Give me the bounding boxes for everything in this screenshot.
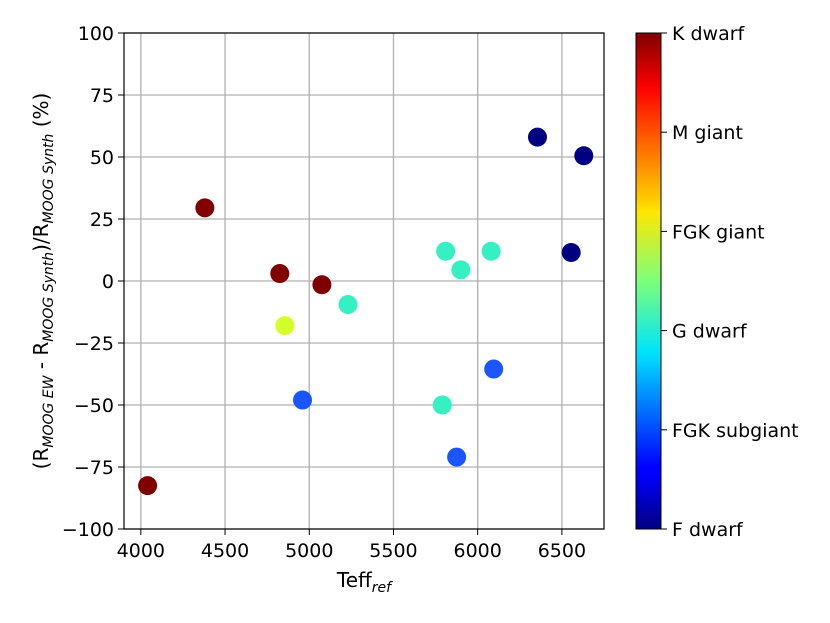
y-axis-label-part: MOOG Synth — [41, 252, 57, 342]
data-point — [561, 242, 581, 262]
y-tick-label: −75 — [74, 457, 114, 479]
y-axis-label-part: MOOG EW — [41, 374, 57, 447]
y-axis-label-part: MOOG Synth — [41, 134, 57, 224]
x-tick-label: 5500 — [369, 540, 417, 562]
data-point — [338, 295, 358, 315]
colorbar — [635, 32, 662, 530]
colorbar-label: M giant — [672, 122, 743, 144]
axis-ticks: 4000 4500 5000 5500 6000 6500 −100 −75 −50 −25 0 25… — [62, 23, 586, 562]
y-tick-label: −100 — [62, 519, 114, 541]
data-point — [574, 146, 594, 166]
y-tick-label: 75 — [90, 85, 114, 107]
data-point — [451, 260, 471, 280]
colorbar-label: FGK giant — [672, 221, 765, 243]
colorbar-label: K dwarf — [672, 23, 746, 45]
y-tick-label: 0 — [102, 271, 114, 293]
y-tick-label: 50 — [90, 147, 114, 169]
y-tick-label: 100 — [78, 23, 114, 45]
data-point — [432, 395, 452, 415]
x-tick-label: 4500 — [201, 540, 249, 562]
y-axis-label-part: (%) — [29, 93, 53, 134]
x-axis-label: Teffref — [336, 568, 393, 596]
data-point — [312, 275, 332, 295]
y-axis-label-part: - R — [29, 342, 53, 376]
grid — [124, 32, 604, 530]
colorbar-label: G dwarf — [672, 321, 748, 343]
colorbar-labels: F dwarf FGK subgiant G dwarf FGK giant M gia… — [661, 23, 799, 541]
y-tick-label: 25 — [90, 209, 114, 231]
data-point — [527, 127, 547, 147]
x-axis-label-main: Teff — [336, 568, 373, 592]
y-axis-label: (RMOOG EW - RMOOG Synth)/RMOOG Synth (%) — [29, 93, 57, 470]
x-tick-label: 4000 — [117, 540, 165, 562]
data-point — [447, 447, 467, 467]
y-axis-label-part: )/R — [29, 223, 53, 252]
data-point — [293, 390, 313, 410]
colorbar-label: FGK subgiant — [672, 420, 799, 442]
y-tick-label: −25 — [74, 333, 114, 355]
x-tick-label: 6000 — [454, 540, 502, 562]
data-point — [138, 476, 158, 496]
data-point — [275, 316, 295, 336]
colorbar-label: F dwarf — [672, 519, 744, 541]
data-point — [481, 241, 501, 261]
data-point — [436, 241, 456, 261]
y-tick-label: −50 — [74, 395, 114, 417]
data-point — [484, 359, 504, 379]
data-point — [270, 264, 290, 284]
points — [138, 127, 594, 496]
x-tick-label: 6500 — [538, 540, 586, 562]
y-axis-label-part: (R — [29, 448, 53, 470]
x-axis-label-sub: ref — [372, 580, 393, 596]
data-point — [195, 198, 215, 218]
x-tick-label: 5000 — [285, 540, 333, 562]
